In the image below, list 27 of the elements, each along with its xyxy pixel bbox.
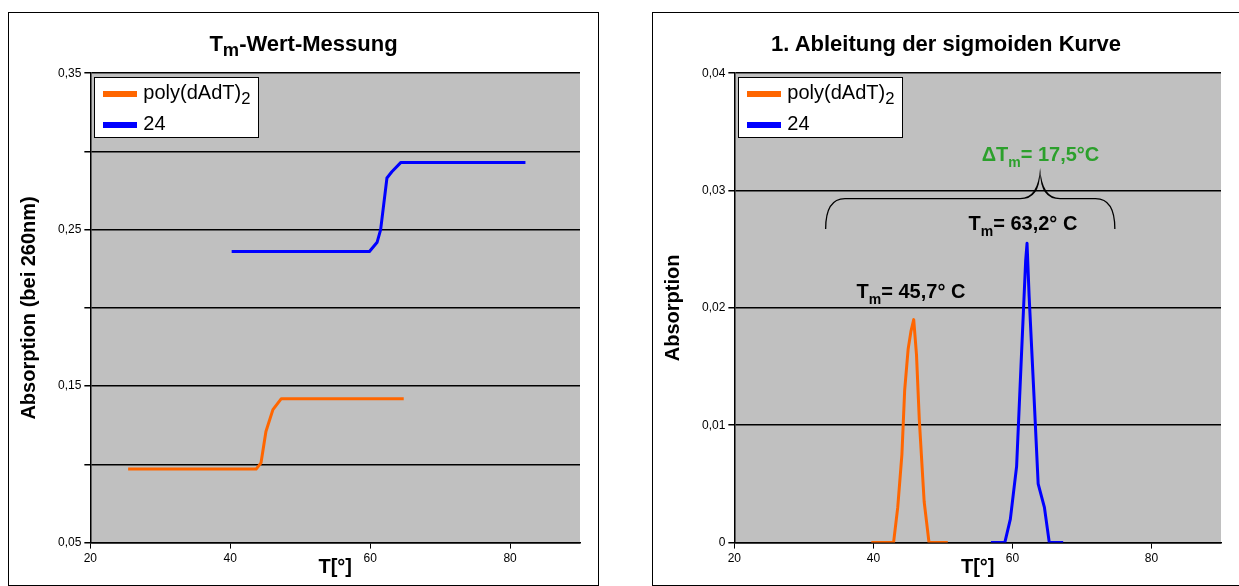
y-tick-label: 0,25 [58,221,82,236]
y-tick-label: 0,05 [58,534,82,549]
y-axis-title: Absorption [660,254,683,362]
y-tick-label: 0,01 [702,417,726,432]
y-tick-label: 0,04 [702,65,726,80]
x-axis-title: T[°] [960,554,995,577]
chart-title: T$_{m}$-Wert-Messung [208,31,399,62]
x-tick-label: 80 [503,551,518,566]
y-tick-label: 0,35 [58,65,82,80]
x-tick-label: 60 [1005,551,1020,566]
y-tick-label: 0 [718,534,726,549]
legend-label: poly(dAdT)$_{2}$ [786,80,895,111]
x-tick-label: 20 [727,551,742,566]
y-tick-label: 0,02 [702,300,726,315]
x-tick-label: 60 [363,551,378,566]
x-axis-title: T[°] [318,554,352,577]
chart-title: 1. Ableitung der sigmoiden Kurve [770,31,1122,57]
x-tick-label: 40 [223,551,238,566]
legend-label: poly(dAdT)$_{2}$ [142,80,251,111]
legend-label: 24 [786,111,811,136]
y-axis-title: Absorption (bei 260nm) [16,196,39,420]
y-tick-label: 0,03 [702,182,726,197]
x-tick-label: 20 [83,551,98,566]
x-tick-label: 40 [866,551,881,566]
legend-label: 24 [142,111,167,136]
y-tick-label: 0,15 [58,378,82,393]
x-tick-label: 80 [1144,551,1159,566]
